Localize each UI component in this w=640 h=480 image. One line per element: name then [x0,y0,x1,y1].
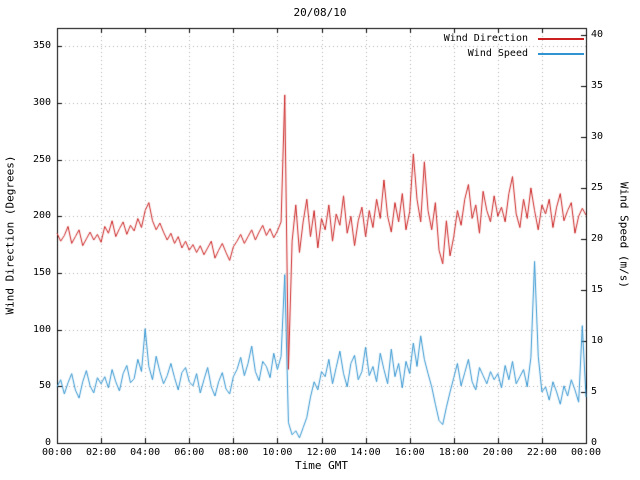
chart-canvas [0,0,640,480]
wind-chart-figure: 20/08/10 Time GMT Wind Direction (Degree… [0,0,640,480]
